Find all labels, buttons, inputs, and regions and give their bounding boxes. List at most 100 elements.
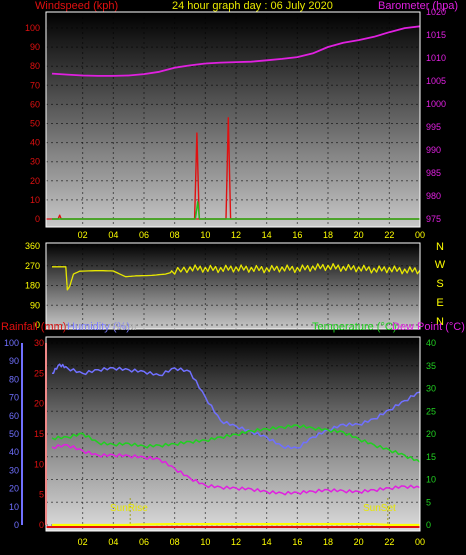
windspeed-tick-label: 60 (30, 99, 40, 109)
humidity-panel-x-tick: 12 (231, 537, 241, 547)
series-humidity (52, 363, 421, 450)
wind-panel-x-tick: 14 (262, 230, 272, 240)
dewpoint-label: Dew Point (°C) (392, 321, 465, 333)
compass-label: E (436, 297, 443, 309)
humidity-panel-x-tick: 02 (78, 537, 88, 547)
humidity-label: Humidity (%) (67, 321, 130, 333)
wind-panel-x-tick: 12 (231, 230, 241, 240)
humidity-tick-label: 0 (14, 520, 19, 530)
temperature-label: Temperature (°C) (312, 321, 396, 333)
wind-panel-x-tick: 18 (323, 230, 333, 240)
humidity-tick-label: 60 (9, 411, 19, 421)
humidity-panel-x-tick: 10 (200, 537, 210, 547)
barometer-tick-label: 980 (426, 191, 441, 201)
wind-panel-x-tick: 16 (292, 230, 302, 240)
temperature-tick-label: 40 (426, 338, 436, 348)
direction-tick-label: 0 (35, 320, 40, 330)
wind-panel-x-tick: 06 (139, 230, 149, 240)
temperature-tick-label: 5 (426, 497, 431, 507)
sunset-label: SunSet (363, 503, 396, 514)
temperature-tick-label: 30 (426, 384, 436, 394)
humidity-panel-x-tick: 06 (139, 537, 149, 547)
humidity-panel-x-tick: 18 (323, 537, 333, 547)
barometer-tick-label: 990 (426, 145, 441, 155)
panel-direction-frame (45, 242, 421, 330)
humidity-tick-label: 100 (4, 338, 19, 348)
compass-label: W (435, 259, 446, 271)
direction-tick-label: 90 (30, 300, 40, 310)
temperature-tick-label: 35 (426, 361, 436, 371)
panel-humidity-frame (45, 336, 421, 532)
humidity-tick-label: 20 (9, 484, 19, 494)
barometer-tick-label: 975 (426, 214, 441, 224)
panel-wind-background (46, 12, 420, 227)
temperature-tick-label: 25 (426, 406, 436, 416)
humidity-tick-label: 50 (9, 429, 19, 439)
temperature-tick-label: 0 (426, 520, 431, 530)
compass-label: S (436, 278, 443, 290)
wind-panel-x-tick: 08 (170, 230, 180, 240)
graph-title: 24 hour graph day : 06 July 2020 (172, 0, 333, 12)
rainfall-tick-label: 25 (34, 368, 44, 378)
barometer-tick-label: 985 (426, 168, 441, 178)
humidity-tick-label: 10 (9, 502, 19, 512)
windspeed-axis-label: Windspeed (kph) (35, 0, 118, 12)
windspeed-tick-label: 90 (30, 42, 40, 52)
rainfall-tick-label: 30 (34, 338, 44, 348)
windspeed-tick-label: 50 (30, 119, 40, 129)
humidity-panel-x-tick: 22 (384, 537, 394, 547)
humidity-panel-x-tick: 04 (108, 537, 118, 547)
windspeed-tick-label: 80 (30, 61, 40, 71)
series-temperature (51, 424, 421, 463)
humidity-tick-label: 90 (9, 356, 19, 366)
humidity-tick-label: 40 (9, 447, 19, 457)
compass-label: N (436, 316, 444, 328)
rainfall-tick-label: 0 (39, 520, 44, 530)
temperature-tick-label: 20 (426, 429, 436, 439)
barometer-tick-label: 1020 (426, 7, 446, 17)
humidity-tick-label: 70 (9, 393, 19, 403)
temperature-tick-label: 15 (426, 452, 436, 462)
rainfall-tick-label: 20 (34, 399, 44, 409)
direction-tick-label: 180 (25, 281, 40, 291)
humidity-panel-x-tick: 00 (415, 537, 425, 547)
rainfall-tick-label: 5 (39, 490, 44, 500)
wind-panel-x-tick: 20 (354, 230, 364, 240)
direction-tick-label: 270 (25, 261, 40, 271)
windspeed-tick-label: 10 (30, 195, 40, 205)
barometer-tick-label: 1015 (426, 30, 446, 40)
temperature-tick-label: 10 (426, 475, 436, 485)
barometer-tick-label: 1005 (426, 76, 446, 86)
barometer-tick-label: 995 (426, 122, 441, 132)
compass-label: N (436, 241, 444, 253)
humidity-tick-label: 80 (9, 374, 19, 384)
panel-wind-frame (45, 11, 421, 228)
series-windspeed (52, 117, 420, 220)
windspeed-tick-label: 40 (30, 138, 40, 148)
windspeed-tick-label: 70 (30, 80, 40, 90)
wind-panel-x-tick: 22 (384, 230, 394, 240)
rainfall-tick-label: 15 (34, 429, 44, 439)
sunrise-label: SunRise (110, 503, 148, 514)
barometer-tick-label: 1010 (426, 53, 446, 63)
series-direction (52, 263, 421, 291)
humidity-tick-label: 30 (9, 465, 19, 475)
wind-panel-x-tick: 02 (78, 230, 88, 240)
humidity-panel-x-tick: 20 (354, 537, 364, 547)
barometer-tick-label: 1000 (426, 99, 446, 109)
humidity-panel-x-tick: 16 (292, 537, 302, 547)
direction-tick-label: 360 (25, 241, 40, 251)
windspeed-tick-label: 20 (30, 176, 40, 186)
series-dew-point (51, 443, 421, 496)
windspeed-tick-label: 100 (25, 23, 40, 33)
windspeed-tick-label: 0 (35, 214, 40, 224)
series-gust (52, 201, 420, 220)
series-solar (52, 522, 420, 527)
rainfall-label: Rainfall (mm) (1, 321, 66, 333)
wind-panel-x-tick: 10 (200, 230, 210, 240)
solar-label: Solar (112, 321, 138, 333)
wind-panel-x-tick: 00 (415, 230, 425, 240)
windspeed-tick-label: 30 (30, 157, 40, 167)
series-barometer (51, 25, 421, 77)
